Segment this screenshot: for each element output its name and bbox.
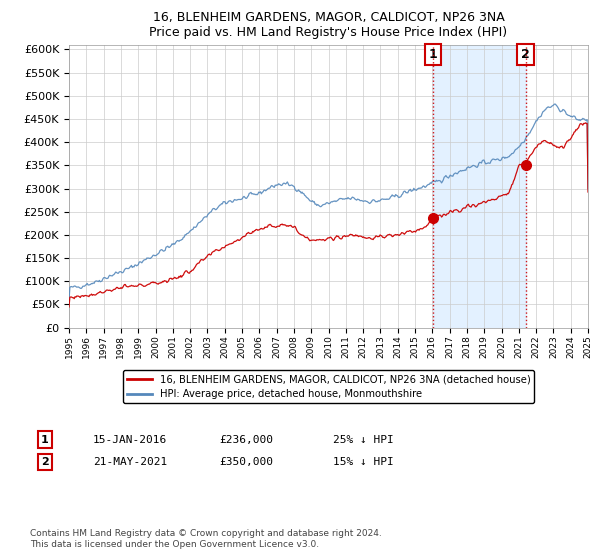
Text: 15-JAN-2016: 15-JAN-2016 — [93, 435, 167, 445]
Text: £350,000: £350,000 — [219, 457, 273, 467]
Text: 1: 1 — [428, 48, 437, 61]
Text: 15% ↓ HPI: 15% ↓ HPI — [333, 457, 394, 467]
Bar — [433, 45, 526, 328]
Text: 2: 2 — [41, 457, 49, 467]
Legend: 16, BLENHEIM GARDENS, MAGOR, CALDICOT, NP26 3NA (detached house), HPI: Average p: 16, BLENHEIM GARDENS, MAGOR, CALDICOT, N… — [122, 370, 535, 403]
Title: 16, BLENHEIM GARDENS, MAGOR, CALDICOT, NP26 3NA
Price paid vs. HM Land Registry': 16, BLENHEIM GARDENS, MAGOR, CALDICOT, N… — [149, 11, 508, 39]
Text: 1: 1 — [41, 435, 49, 445]
Text: 2: 2 — [521, 48, 530, 61]
Text: 21-MAY-2021: 21-MAY-2021 — [93, 457, 167, 467]
Text: Contains HM Land Registry data © Crown copyright and database right 2024.
This d: Contains HM Land Registry data © Crown c… — [30, 529, 382, 549]
Text: 25% ↓ HPI: 25% ↓ HPI — [333, 435, 394, 445]
Text: £236,000: £236,000 — [219, 435, 273, 445]
